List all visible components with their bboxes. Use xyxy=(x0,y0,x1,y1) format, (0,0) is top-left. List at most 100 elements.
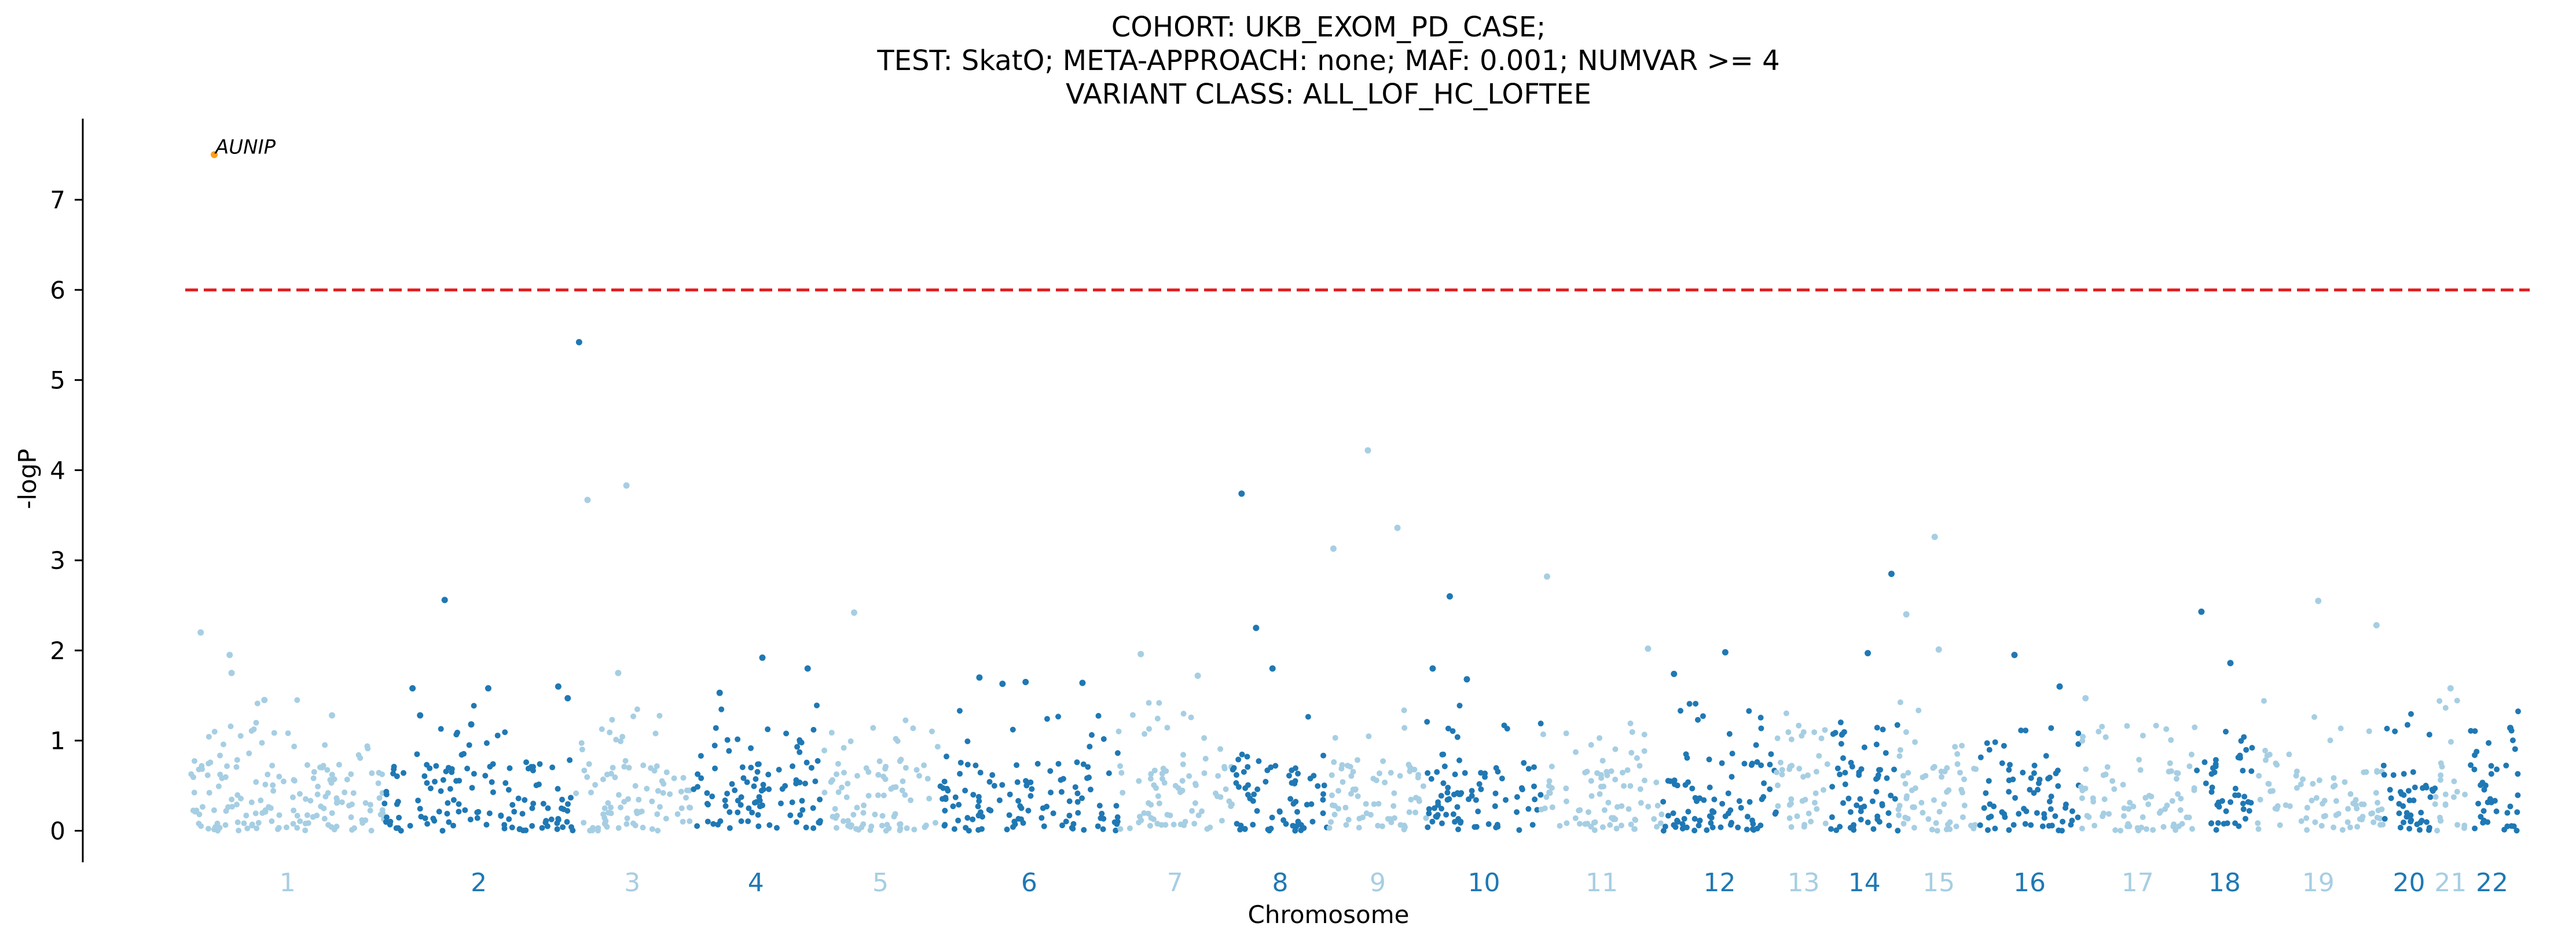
data-point xyxy=(276,773,282,780)
data-point xyxy=(860,810,867,816)
data-point xyxy=(1426,806,1432,812)
data-point xyxy=(1694,716,1701,723)
data-point xyxy=(1938,769,1944,775)
data-point xyxy=(1438,793,1444,799)
data-point xyxy=(722,797,728,803)
data-point xyxy=(1816,753,1822,759)
data-point xyxy=(2400,819,2406,826)
data-point xyxy=(1380,758,1386,764)
data-point xyxy=(1412,809,1419,815)
data-point xyxy=(942,807,948,814)
data-point xyxy=(505,786,512,793)
data-point xyxy=(1159,775,1166,782)
data-point xyxy=(1588,793,1595,799)
data-point xyxy=(2075,730,2082,737)
data-point xyxy=(634,706,640,712)
data-point xyxy=(2504,810,2511,816)
data-point xyxy=(1156,800,1162,807)
data-point xyxy=(1007,791,1013,797)
data-point xyxy=(655,828,661,834)
data-point xyxy=(1264,767,1271,774)
data-point xyxy=(1608,768,1614,774)
data-point xyxy=(2020,769,2026,775)
data-point xyxy=(2069,808,2075,814)
chromosome-label: 20 xyxy=(2393,868,2425,898)
data-point xyxy=(975,827,982,833)
data-point xyxy=(258,797,264,804)
data-point xyxy=(892,811,898,817)
data-point xyxy=(1944,789,1950,795)
data-point xyxy=(1848,759,1854,766)
data-point xyxy=(1495,824,1501,830)
y-tick-label: 6 xyxy=(50,276,65,304)
data-point xyxy=(1854,802,1860,808)
data-point xyxy=(863,765,869,771)
data-point xyxy=(1619,803,1625,809)
data-point xyxy=(468,721,475,728)
data-point xyxy=(433,763,439,769)
data-point xyxy=(2048,725,2054,732)
y-tick-label: 7 xyxy=(50,186,65,214)
data-point xyxy=(1800,774,1807,780)
data-point xyxy=(821,789,828,796)
data-point xyxy=(942,822,948,828)
data-point xyxy=(415,797,421,804)
data-point xyxy=(220,741,226,748)
chromosome-label: 2 xyxy=(471,868,487,898)
data-point xyxy=(1992,739,1998,745)
chromosome-label: 16 xyxy=(2013,868,2046,898)
data-point xyxy=(1931,534,1938,541)
data-point xyxy=(1343,822,1349,828)
data-point xyxy=(1304,802,1310,808)
chromosome-label: 21 xyxy=(2434,868,2467,898)
data-point xyxy=(1499,775,1505,782)
data-point xyxy=(882,776,889,782)
data-point xyxy=(1445,725,1451,732)
data-point xyxy=(2100,813,2106,819)
data-point xyxy=(817,796,823,803)
data-point xyxy=(886,825,892,832)
data-point xyxy=(224,763,230,769)
data-point xyxy=(1320,791,1326,797)
data-point xyxy=(1573,749,1579,755)
data-point xyxy=(567,757,573,763)
data-point xyxy=(1896,803,1903,809)
data-point xyxy=(950,803,956,810)
data-point xyxy=(417,806,423,812)
data-point xyxy=(2265,781,2272,787)
data-point xyxy=(2192,724,2198,730)
data-point xyxy=(722,803,729,809)
data-point xyxy=(350,790,357,796)
data-point xyxy=(654,763,660,769)
data-point xyxy=(765,771,772,778)
data-point xyxy=(604,824,610,830)
data-point xyxy=(439,828,446,834)
data-point xyxy=(1514,794,1520,800)
data-point xyxy=(2018,727,2024,734)
data-point xyxy=(427,785,434,792)
data-point xyxy=(1308,801,1315,807)
data-point xyxy=(502,780,509,786)
data-point xyxy=(548,816,555,822)
data-point xyxy=(1201,770,1208,777)
data-point xyxy=(738,818,744,825)
data-point xyxy=(248,799,255,806)
data-point xyxy=(197,629,204,636)
data-point xyxy=(2387,786,2393,793)
data-point xyxy=(2168,737,2174,743)
y-tick-label: 0 xyxy=(50,817,65,845)
data-point xyxy=(1231,764,1237,771)
data-point xyxy=(875,771,882,778)
data-point xyxy=(2262,757,2269,763)
data-point xyxy=(739,764,746,770)
data-point xyxy=(710,821,717,827)
data-point xyxy=(1433,813,1439,819)
data-point xyxy=(2488,763,2494,769)
data-point xyxy=(346,803,352,809)
data-point xyxy=(1195,812,1202,818)
data-point xyxy=(1180,711,1187,717)
data-point xyxy=(1903,611,1910,618)
data-point xyxy=(297,818,303,825)
data-point xyxy=(1473,824,1480,830)
data-point xyxy=(1331,811,1338,818)
